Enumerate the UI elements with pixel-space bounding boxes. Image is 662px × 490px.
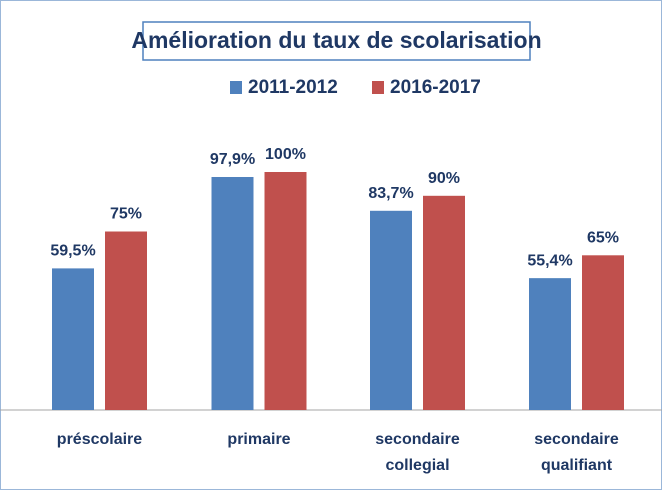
- value-label: 97,9%: [210, 151, 255, 168]
- value-label: 90%: [428, 170, 460, 187]
- value-label: 83,7%: [368, 185, 413, 202]
- bar: [211, 176, 254, 410]
- x-tick-label: secondaire qualifiant: [534, 431, 619, 474]
- bar: [105, 231, 147, 410]
- value-label: 65%: [587, 230, 619, 247]
- value-label: 55,4%: [527, 252, 572, 269]
- value-label: 59,5%: [50, 243, 95, 260]
- bar: [582, 255, 624, 410]
- value-label: 75%: [110, 206, 142, 223]
- bar: [264, 172, 307, 410]
- legend-label: 2016-2017: [390, 77, 481, 98]
- x-tick-label: préscolaire: [56, 431, 143, 448]
- value-label: 100%: [265, 146, 306, 163]
- bar: [529, 278, 571, 410]
- title-box: [142, 21, 531, 61]
- x-tick-label: secondaire collegial: [375, 431, 460, 474]
- bar: [370, 210, 412, 410]
- legend-swatch: [230, 81, 242, 94]
- bar: [423, 195, 465, 410]
- bar: [52, 268, 94, 410]
- legend-swatch: [372, 81, 384, 94]
- chart-title: Amélioration du taux de scolarisation: [131, 27, 541, 53]
- x-tick-label: primaire: [227, 431, 291, 448]
- legend-label: 2011-2012: [248, 77, 338, 98]
